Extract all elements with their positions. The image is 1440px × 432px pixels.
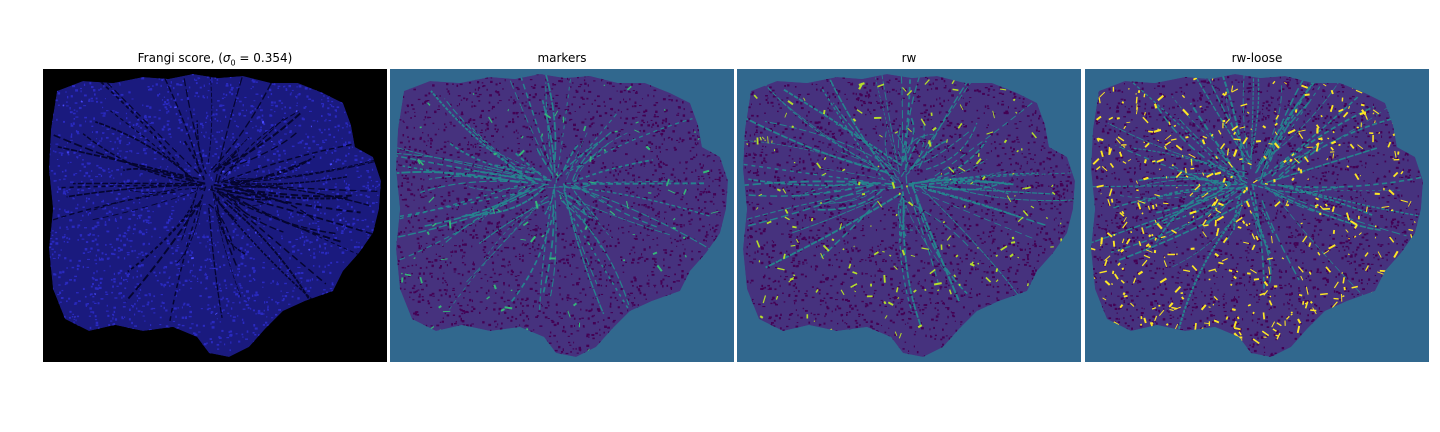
leaf-region xyxy=(1091,74,1423,357)
panel-title-rw: rw xyxy=(901,51,917,65)
panel-title-frangi: Frangi score, (σ0 = 0.354) xyxy=(43,50,387,68)
frangi-image xyxy=(43,69,387,362)
leaf-region xyxy=(396,74,728,357)
markers-image xyxy=(390,69,734,362)
title-prefix: Frangi score, ( xyxy=(137,51,223,65)
panel-title-rw-loose: rw-loose xyxy=(1231,51,1283,65)
rw-image xyxy=(737,69,1081,362)
panel-rw xyxy=(737,69,1081,362)
title-sub: 0 xyxy=(230,58,236,68)
title-sigma: σ xyxy=(222,51,231,65)
title-suffix: = 0.354) xyxy=(235,51,293,65)
panel-title-markers: markers xyxy=(537,51,587,65)
rw-loose-image xyxy=(1085,69,1429,362)
panel-rw-loose xyxy=(1085,69,1429,362)
panel-frangi xyxy=(43,69,387,362)
panel-markers xyxy=(390,69,734,362)
